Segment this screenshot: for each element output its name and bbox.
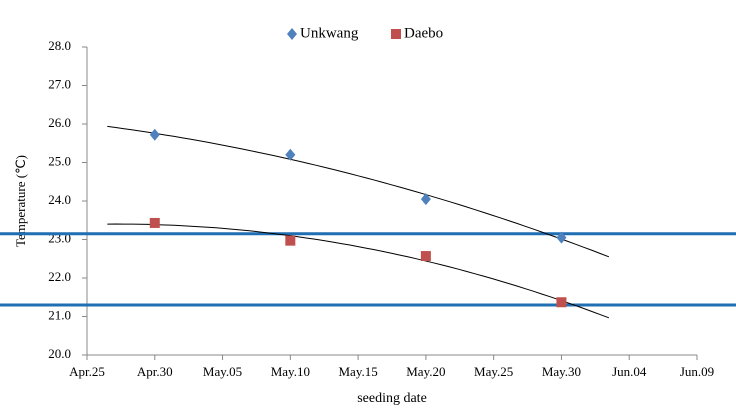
x-axis-label: seeding date [357,391,427,406]
x-tick-label: May.20 [406,364,445,379]
legend-marker [391,29,401,39]
y-tick-label: 27.0 [48,76,71,91]
x-tick-label: Jun.04 [612,364,647,379]
point [149,128,160,141]
x-tick-label: May.10 [271,364,310,379]
y-tick-label: 28.0 [48,38,71,53]
point [420,193,431,206]
x-tick-label: May.25 [474,364,513,379]
x-tick-label: May.05 [203,364,242,379]
y-tick-label: 26.0 [48,115,71,130]
y-tick-label: 20.0 [48,346,71,361]
legend-marker [287,28,297,40]
x-tick-label: May.15 [338,364,377,379]
x-tick-label: Jun.09 [680,364,714,379]
trendline [107,223,610,319]
y-tick-label: 25.0 [48,153,71,168]
point [556,231,567,244]
point [285,148,296,161]
y-tick-label: 21.0 [48,307,71,322]
legend-label: Unkwang [300,25,359,41]
point [285,235,296,246]
x-tick-label: Apr.30 [137,364,173,379]
point [556,297,567,308]
trendline [107,125,610,258]
legend-label: Daebo [404,25,443,41]
y-axis-label: Temperature (℃) [13,155,28,247]
x-tick-label: May.30 [542,364,581,379]
point [149,217,160,228]
y-tick-label: 22.0 [48,269,71,284]
x-tick-label: Apr.25 [69,364,105,379]
point [420,251,431,262]
y-tick-label: 24.0 [48,192,71,207]
